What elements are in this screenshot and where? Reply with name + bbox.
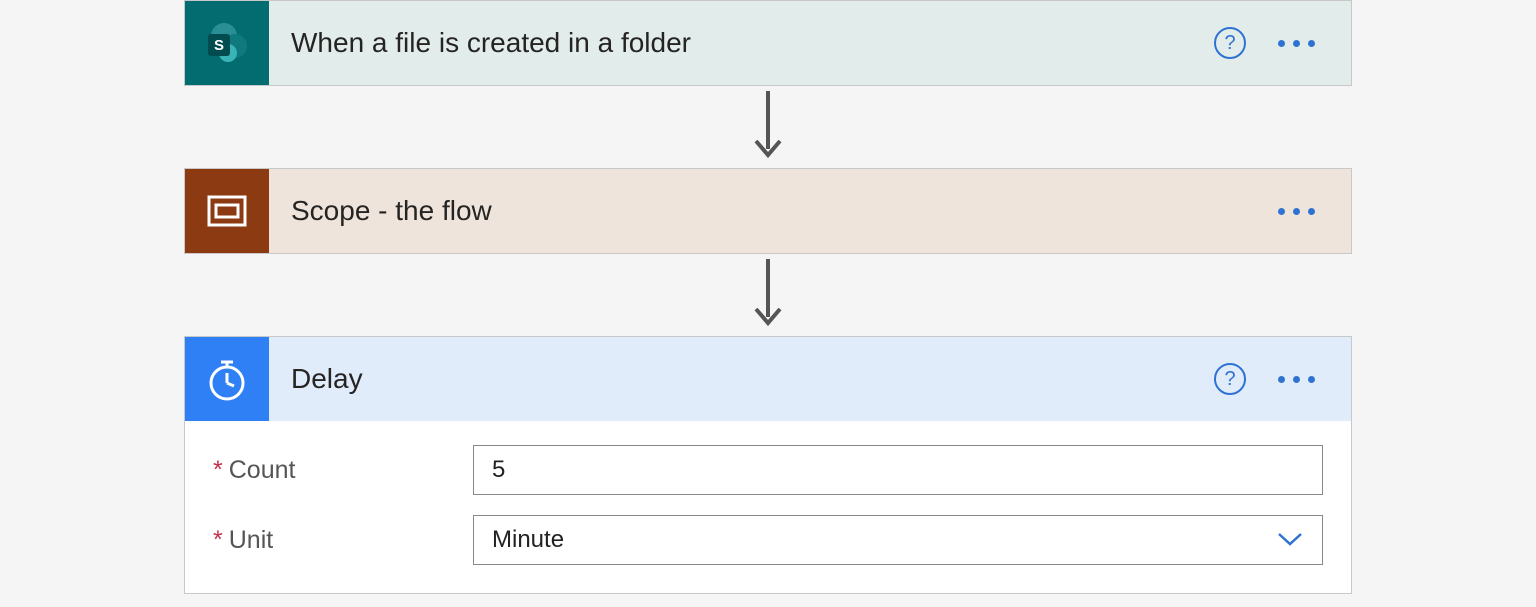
help-icon[interactable]: ? [1214,363,1246,395]
connector-arrow [748,254,788,336]
chevron-down-icon [1276,526,1304,554]
count-input[interactable] [473,445,1323,495]
unit-select[interactable]: Minute [473,515,1323,565]
step-title: When a file is created in a folder [269,27,1214,59]
timer-icon [185,337,269,421]
field-label-unit: * Unit [213,526,473,555]
field-row-unit: * Unit Minute [213,515,1323,565]
step-delay-header[interactable]: Delay ? [185,337,1351,421]
connector-arrow [748,86,788,168]
step-scope[interactable]: Scope - the flow [184,168,1352,254]
label-text: Count [229,456,296,485]
step-title: Scope - the flow [269,195,1274,227]
label-text: Unit [229,526,273,555]
scope-icon [185,169,269,253]
field-label-count: * Count [213,456,473,485]
field-row-count: * Count [213,445,1323,495]
more-menu[interactable] [1274,200,1319,223]
step-delay: Delay ? * Count * Unit Minute [184,336,1352,594]
help-icon[interactable]: ? [1214,27,1246,59]
step-trigger[interactable]: S When a file is created in a folder ? [184,0,1352,86]
more-menu[interactable] [1274,368,1319,391]
required-indicator: * [213,456,223,485]
more-menu[interactable] [1274,32,1319,55]
flow-canvas: S When a file is created in a folder ? [0,0,1536,594]
sharepoint-icon: S [185,1,269,85]
step-delay-body: * Count * Unit Minute [185,421,1351,593]
svg-text:S: S [214,37,224,54]
required-indicator: * [213,526,223,555]
step-title: Delay [269,363,1214,395]
unit-selected-value: Minute [492,526,564,554]
